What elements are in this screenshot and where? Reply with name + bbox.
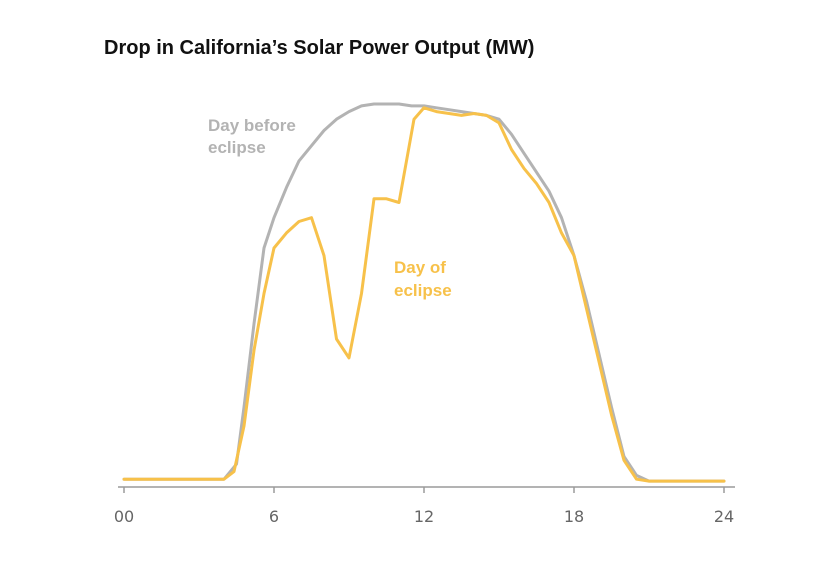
annotation-day-of-line1: Day of <box>394 258 446 277</box>
x-tick-label: 00 <box>114 507 134 526</box>
annotation-day-before: Day before eclipse <box>208 116 301 157</box>
annotation-day-before-line2: eclipse <box>208 138 266 157</box>
annotations-layer: Day before eclipse Day of eclipse <box>208 116 452 300</box>
x-tick-label: 6 <box>269 507 279 526</box>
chart-title: Drop in California’s Solar Power Output … <box>104 37 535 59</box>
x-tick-label: 24 <box>714 507 734 526</box>
annotation-day-of-line2: eclipse <box>394 281 452 300</box>
series-layer <box>122 102 726 483</box>
series-line-1 <box>122 106 726 483</box>
annotation-day-of: Day of eclipse <box>394 258 452 300</box>
annotation-day-before-line1: Day before <box>208 116 296 135</box>
x-tick-label: 18 <box>564 507 584 526</box>
x-tick-label: 12 <box>414 507 434 526</box>
x-ticks: 00 6 12 18 24 <box>114 487 734 526</box>
